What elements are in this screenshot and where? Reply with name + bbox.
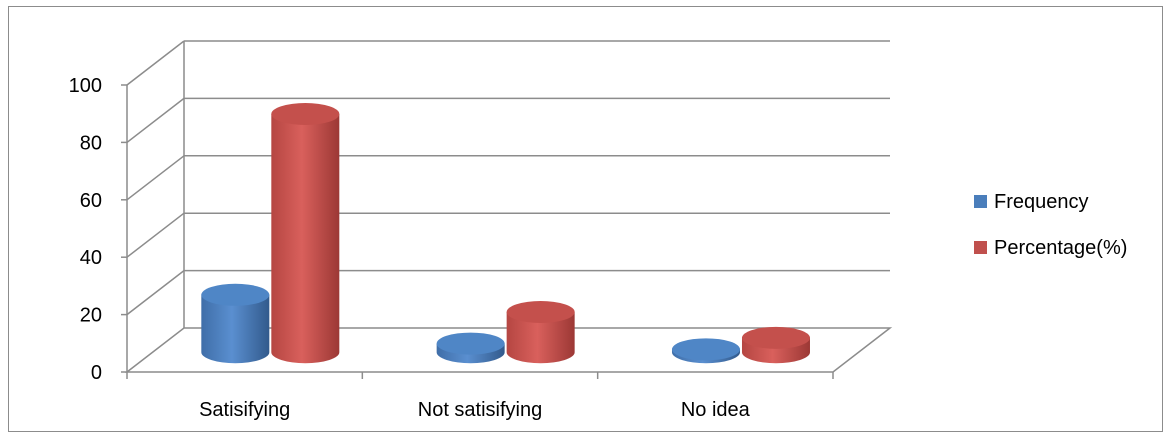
legend-swatch (974, 241, 987, 254)
gridline-side (126, 40, 185, 86)
y-tick-label: 20 (80, 305, 102, 327)
y-tick-label: 40 (80, 247, 102, 269)
y-tick-label: 80 (80, 132, 102, 154)
axes (121, 84, 834, 379)
bar-percentage (271, 102, 340, 364)
cylinder-body (201, 294, 270, 364)
gridline-side (126, 270, 185, 316)
legend-label: Percentage(%) (994, 237, 1127, 259)
x-category-label: Not satisifying (418, 399, 543, 421)
bar-frequency (201, 283, 270, 364)
y-tick-label: 100 (69, 75, 102, 97)
labels: 0 20 40 60 80 100 Satisifying Not satisifying No… (69, 75, 751, 421)
bar-frequency (671, 338, 740, 364)
gridline-side (126, 97, 185, 143)
chart-frame (8, 6, 1163, 432)
cylinder-top (271, 102, 340, 125)
bars (201, 102, 810, 364)
x-category-label: No idea (681, 399, 751, 421)
gridline-side (126, 155, 185, 201)
cylinder-body (506, 312, 575, 364)
legend-swatch (974, 195, 987, 208)
legend-label: Frequency (994, 191, 1089, 213)
cylinder-top (201, 283, 270, 306)
bar-frequency (436, 332, 505, 364)
cylinder-body (271, 113, 340, 364)
y-tick-label: 60 (80, 190, 102, 212)
legend: Frequency Percentage(%) (974, 191, 1127, 259)
x-category-label: Satisifying (199, 399, 290, 421)
bar-percentage (741, 326, 810, 364)
bar-percentage (506, 301, 575, 364)
cylinder-top (506, 301, 575, 324)
cylinder-top (436, 332, 505, 355)
y-tick-label: 0 (91, 362, 102, 384)
cylinder-top (671, 338, 740, 361)
cylinder-top (741, 326, 810, 349)
gridline-side (126, 212, 185, 258)
